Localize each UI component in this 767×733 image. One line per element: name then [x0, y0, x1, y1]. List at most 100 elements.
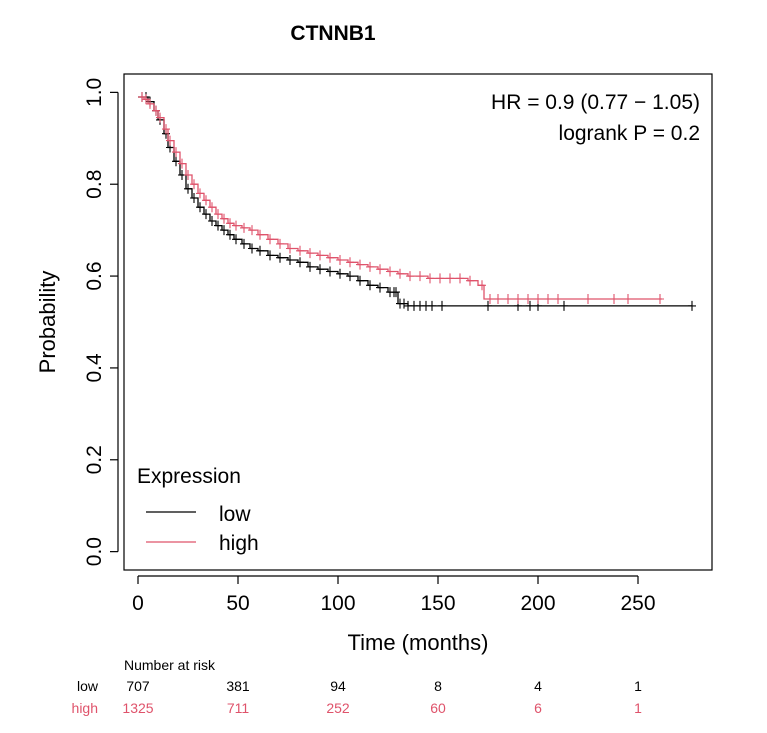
y-tick-label: 0.4 [83, 353, 106, 383]
censor-mark-low [276, 252, 284, 263]
censor-mark-high [296, 245, 304, 256]
censor-mark-low [438, 300, 446, 311]
censor-mark-high [196, 188, 204, 199]
censor-mark-high [376, 264, 384, 275]
censor-mark-high [316, 250, 324, 261]
x-tick-label: 100 [320, 592, 355, 615]
survival-curve-low [138, 96, 692, 307]
legend: Expression low high [137, 465, 259, 555]
censor-mark-high [152, 105, 160, 116]
censor-mark-low [526, 300, 534, 311]
censor-mark-high [396, 268, 404, 279]
censor-mark-low [286, 255, 294, 265]
y-tick-label: 1.0 [83, 78, 106, 107]
censor-mark-low [428, 300, 436, 311]
censor-mark-low [376, 282, 384, 293]
censor-mark-low [336, 268, 344, 279]
censor-mark-high [446, 273, 454, 284]
risk-value-low: 381 [226, 678, 250, 694]
censor-mark-high [146, 98, 154, 109]
censor-mark-high [514, 294, 522, 304]
legend-high-label: high [219, 532, 259, 555]
censor-mark-low [172, 156, 180, 167]
risk-row-label-high: high [72, 700, 98, 716]
plot-frame [123, 73, 713, 571]
x-tick-label: 0 [132, 592, 144, 615]
censor-mark-high [220, 213, 228, 224]
chart-title: CTNNB1 [290, 22, 375, 45]
censor-mark-high [456, 273, 464, 284]
censor-mark-high [406, 271, 414, 282]
y-tick-label: 0.6 [83, 261, 106, 290]
censor-mark-low [296, 257, 304, 268]
censor-mark-high [656, 294, 664, 304]
censor-mark-high [166, 135, 174, 146]
risk-value-high: 711 [227, 700, 250, 716]
risk-value-high: 6 [534, 700, 542, 716]
censor-mark-high [178, 158, 186, 169]
y-tick-label: 0.0 [83, 537, 106, 566]
censor-mark-low [232, 234, 240, 245]
censor-mark-low [184, 183, 192, 194]
censor-mark-high [326, 252, 334, 263]
censor-mark-high [172, 147, 180, 158]
censor-mark-high [336, 255, 344, 265]
censor-mark-low [560, 300, 568, 311]
censor-mark-high [208, 202, 216, 213]
censor-mark-low [400, 298, 408, 309]
censor-mark-high [286, 243, 294, 254]
censor-mark-high [248, 225, 256, 236]
y-tick-label: 0.8 [83, 170, 106, 199]
censor-mark-low [688, 300, 696, 311]
censor-mark-low [306, 261, 314, 272]
censor-mark-low [248, 243, 256, 254]
censor-mark-low [208, 216, 216, 226]
censor-mark-high [276, 238, 284, 249]
risk-row-label-low: low [77, 678, 99, 694]
logrank-p-text: logrank P = 0.2 [559, 122, 700, 145]
censor-mark-high [266, 234, 274, 245]
censor-mark-high [584, 294, 592, 304]
censor-mark-high [190, 179, 198, 190]
censor-mark-low [240, 238, 248, 249]
censor-mark-high [138, 92, 146, 102]
censor-mark-high [416, 271, 424, 282]
censor-mark-high [436, 273, 444, 284]
censor-mark-low [266, 250, 274, 261]
censor-mark-low [346, 271, 354, 282]
censor-mark-high [306, 248, 314, 259]
censor-mark-low [392, 287, 400, 298]
censor-mark-high [504, 294, 512, 304]
censor-mark-low [256, 245, 264, 256]
risk-value-high: 60 [430, 700, 446, 716]
censor-mark-high [624, 294, 632, 304]
censor-mark-low [214, 220, 222, 231]
censor-mark-high [226, 218, 234, 229]
risk-value-high: 1325 [122, 700, 153, 716]
legend-low-label: low [219, 503, 251, 526]
censor-mark-high [366, 261, 374, 272]
risk-value-low: 8 [434, 678, 442, 694]
risk-table-heading: Number at risk [124, 657, 216, 673]
censor-mark-high [494, 294, 502, 304]
censor-mark-high [202, 195, 210, 206]
censor-mark-high [524, 294, 532, 304]
censor-mark-low [326, 266, 334, 277]
censor-mark-low [366, 280, 374, 291]
censor-mark-high [356, 259, 364, 270]
censor-mark-high [386, 266, 394, 277]
survival-curves [138, 92, 696, 311]
risk-value-high: 252 [326, 700, 350, 716]
x-axis-label: Time (months) [348, 630, 489, 655]
censor-mark-high [534, 294, 542, 304]
censor-mark-high [142, 94, 150, 105]
censor-mark-high [156, 112, 164, 123]
censor-mark-low [220, 225, 228, 236]
risk-value-low: 707 [126, 678, 150, 694]
y-tick-label: 0.2 [83, 445, 106, 474]
risk-value-low: 1 [634, 678, 642, 694]
censor-mark-low [226, 229, 234, 240]
censor-mark-high [214, 209, 222, 220]
